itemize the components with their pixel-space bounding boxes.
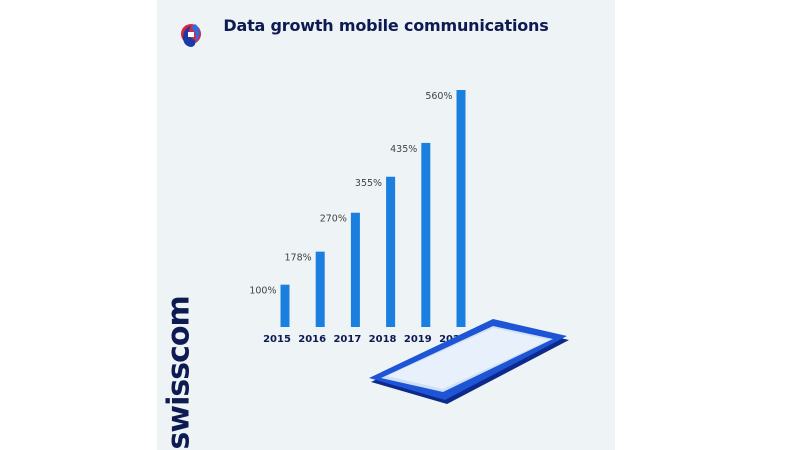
tick-label-2019: 2019 (404, 334, 432, 345)
value-label-2017: 270% (320, 214, 347, 225)
bar-2016 (315, 251, 325, 327)
value-label-2015: 100% (249, 286, 276, 297)
value-label-2016: 178% (285, 253, 312, 264)
bar-2015 (280, 284, 290, 327)
infographic-panel: Data growth mobile communications 100% 20… (157, 0, 615, 450)
bar-2018 (386, 176, 396, 327)
tick-label-2018: 2018 (369, 334, 397, 345)
swisscom-logo-icon (181, 24, 201, 47)
bar-2019 (421, 142, 431, 327)
tick-label-2016: 2016 (298, 334, 326, 345)
value-label-2020: 560% (425, 91, 452, 102)
tick-label-2015: 2015 (263, 334, 291, 345)
brand-wordmark: swisscom (161, 296, 197, 450)
value-label-2018: 355% (355, 178, 382, 189)
bar-chart: 100% 2015 178% 2016 270% 2017 355% 2018 435% 2019… (249, 90, 569, 404)
bar-2017 (350, 212, 360, 327)
value-label-2019: 435% (390, 144, 417, 155)
smartphone-illustration (369, 319, 569, 404)
bar-2020 (456, 90, 466, 327)
tick-label-2017: 2017 (333, 334, 361, 345)
chart-title: Data growth mobile communications (223, 16, 549, 35)
